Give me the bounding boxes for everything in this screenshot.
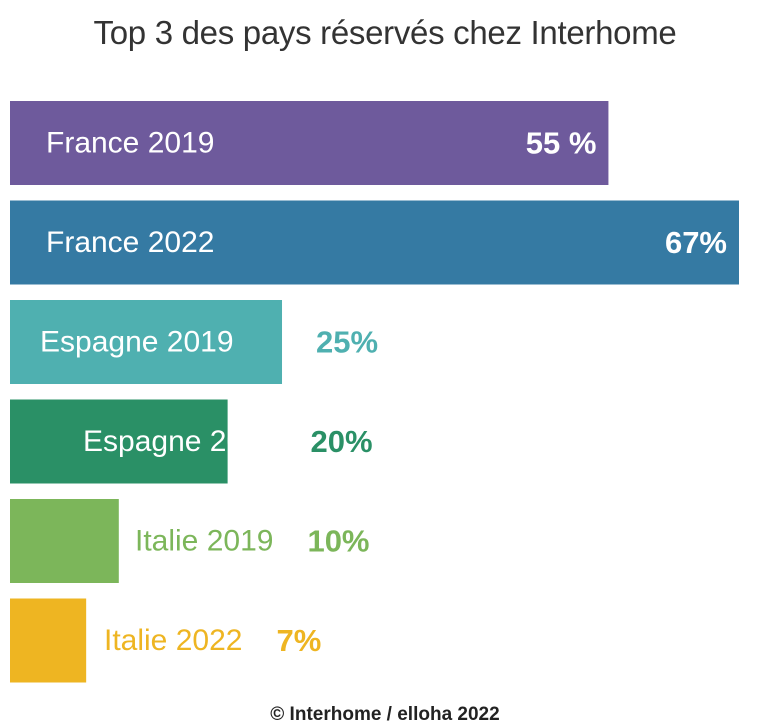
bar-france-2022	[10, 200, 739, 285]
value-label-france-2022: 67%	[665, 225, 727, 260]
bar-label-italie-2019: Italie 2019	[135, 525, 273, 558]
value-label-espagne-2022: 20%	[311, 424, 373, 459]
bar-label-espagne-2022: Espagne 2022	[83, 425, 277, 458]
chart-title: Top 3 des pays réservés chez Interhome	[93, 14, 677, 51]
copyright-footer: © Interhome / elloha 2022	[270, 704, 500, 725]
bar-label-france-2022: France 2022	[46, 226, 214, 259]
value-label-italie-2019: 10%	[307, 524, 369, 559]
value-label-espagne-2019: 25%	[316, 325, 378, 360]
bar-italie-2022	[10, 598, 87, 683]
bar-label-espagne-2019: Espagne 2019	[40, 326, 234, 359]
bar-label-france-2019: France 2019	[46, 127, 214, 160]
bar-italie-2019	[10, 499, 119, 583]
bar-france-2019	[10, 101, 609, 185]
bar-label-italie-2022: Italie 2022	[104, 624, 242, 657]
value-label-italie-2022: 7%	[276, 623, 321, 658]
value-label-france-2019: 55 %	[526, 126, 597, 161]
bar-espagne-2022	[10, 399, 228, 484]
bar-espagne-2019	[10, 300, 283, 384]
